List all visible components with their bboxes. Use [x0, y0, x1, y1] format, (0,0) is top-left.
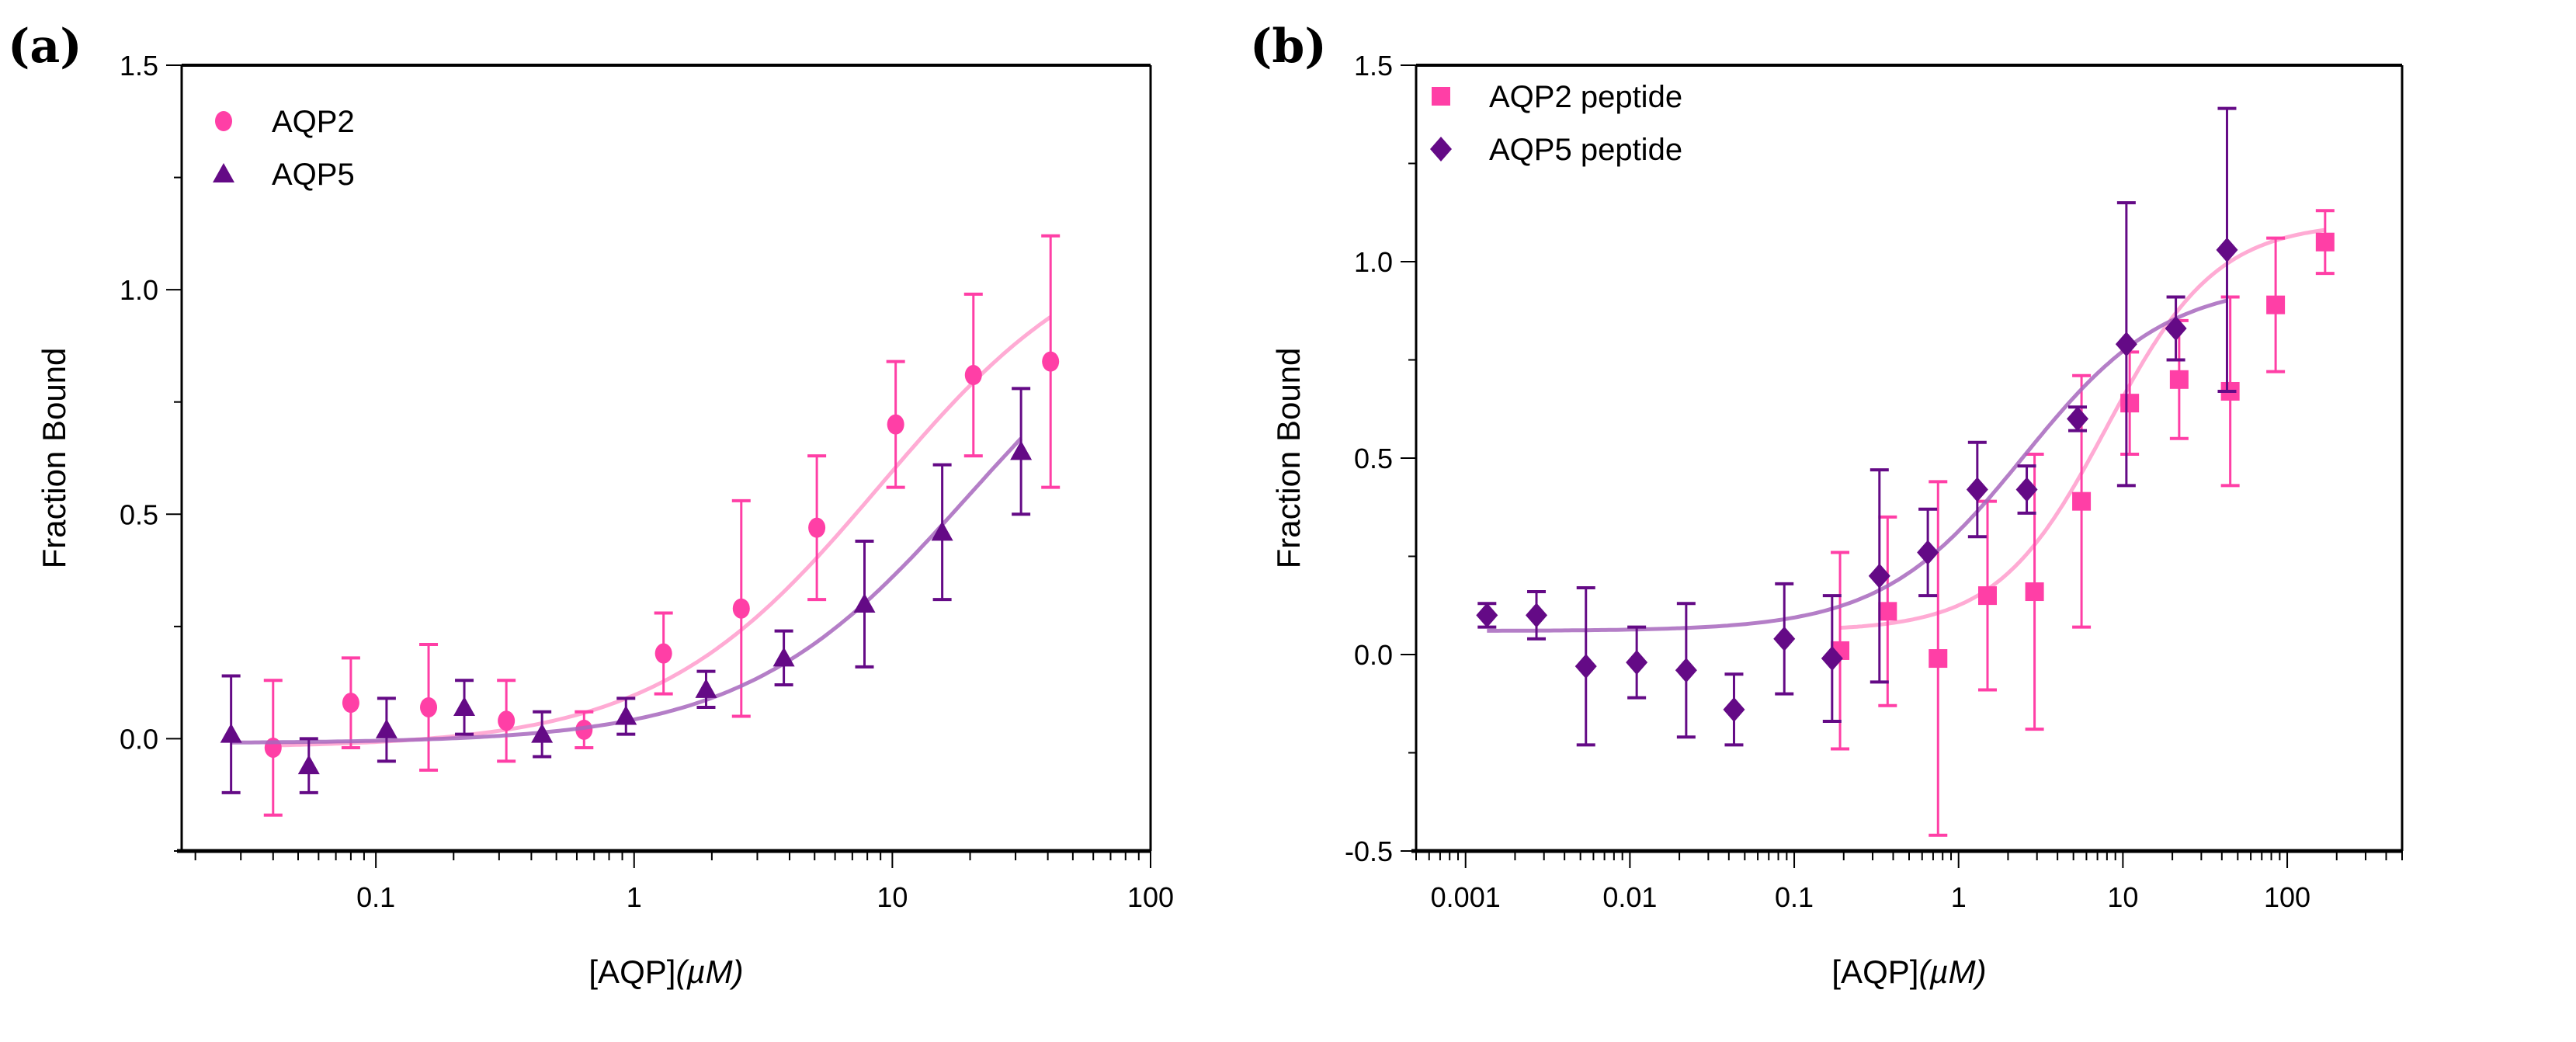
data-point — [2120, 394, 2140, 413]
data-point — [1675, 658, 1697, 683]
y-tick-label: 0.5 — [120, 498, 158, 530]
legend-marker-triangle — [213, 163, 234, 182]
data-point — [2266, 295, 2286, 314]
data-point — [2025, 582, 2044, 602]
data-point — [342, 693, 359, 714]
legend-marker-diamond — [1430, 137, 1452, 162]
data-point — [1476, 603, 1498, 628]
data-point — [1042, 351, 1060, 372]
data-point — [1773, 626, 1796, 651]
data-point — [931, 521, 953, 541]
legend-label: AQP2 — [272, 105, 355, 139]
data-point — [695, 678, 717, 698]
data-point — [1010, 440, 1033, 460]
data-point — [1821, 646, 1843, 672]
data-point — [1626, 650, 1648, 676]
panel-label: (b) — [1250, 19, 1327, 74]
x-axis-title-unit: (µM) — [675, 953, 743, 990]
data-point — [732, 598, 750, 619]
legend-marker-circle — [215, 111, 232, 131]
series-aqp5 — [220, 387, 1033, 794]
x-axis-title-unit: (µM) — [1918, 953, 1986, 990]
legend-label: AQP5 — [272, 158, 355, 192]
data-point — [2315, 232, 2335, 252]
data-point — [2072, 491, 2092, 511]
y-axis-title: Fraction Bound — [1270, 348, 1307, 569]
data-point — [808, 517, 826, 538]
data-point — [2115, 332, 2137, 357]
data-point — [2216, 237, 2238, 262]
legend-label: AQP2 peptide — [1489, 80, 1682, 114]
x-tick-label: 0.01 — [1602, 881, 1657, 913]
panel-label: (a) — [8, 19, 82, 74]
x-tick-label: 0.001 — [1431, 881, 1501, 913]
data-point — [1526, 603, 1548, 628]
x-tick-label: 0.1 — [356, 881, 395, 913]
data-point — [220, 723, 242, 743]
data-point — [420, 696, 438, 717]
data-point — [654, 643, 672, 664]
y-tick-label: 1.5 — [120, 50, 158, 82]
data-point — [964, 365, 982, 386]
data-point — [453, 696, 476, 716]
x-axis-title: [AQP](µM) — [588, 953, 743, 990]
series-aqp2-peptide — [1831, 209, 2335, 837]
legend-marker-square — [1432, 87, 1450, 106]
x-axis-title: [AQP](µM) — [1831, 953, 1986, 990]
x-tick-label: 10 — [2107, 881, 2138, 913]
fit-curve — [1487, 298, 2228, 633]
y-tick-label: -0.5 — [1345, 835, 1393, 867]
data-point — [2067, 406, 2089, 432]
data-point — [2169, 370, 2189, 389]
data-point — [1966, 477, 1988, 502]
panel-b: 0.001 0.01 0.1 1 10 100-0.50.00.51.01.5[AQP](… — [1250, 19, 2404, 990]
y-tick-label: 1.0 — [1354, 246, 1393, 278]
y-tick-label: 0.0 — [120, 723, 158, 755]
x-tick-label: 1 — [627, 881, 642, 913]
data-point — [2165, 316, 2187, 342]
data-point — [1574, 654, 1597, 679]
y-tick-label: 0.5 — [1354, 443, 1393, 474]
data-point — [1878, 602, 1897, 621]
panel-a: 0.1 1 10 100 0.0 0.5 1.0 1.5 [AQP](µM) Fraction B… — [8, 19, 1174, 990]
y-axis-title: Fraction Bound — [36, 348, 72, 569]
data-point — [1868, 563, 1890, 589]
data-point — [1929, 649, 1948, 669]
data-point — [297, 755, 320, 775]
data-point — [2015, 477, 2038, 502]
y-tick-label: 1.5 — [1354, 50, 1393, 82]
x-axis-title-main: [AQP] — [1831, 953, 1918, 990]
data-point — [1917, 540, 1939, 565]
data-point — [531, 723, 554, 743]
data-point — [375, 718, 398, 738]
y-tick-label: 0.0 — [1354, 639, 1393, 671]
data-point — [887, 414, 904, 435]
legend-label: AQP5 peptide — [1489, 133, 1682, 167]
x-tick-label: 10 — [877, 881, 908, 913]
data-point — [772, 647, 795, 667]
data-point — [498, 710, 516, 731]
data-point — [1723, 696, 1745, 722]
y-tick-label: 1.0 — [120, 274, 158, 306]
data-point — [853, 592, 876, 613]
x-tick-label: 0.1 — [1775, 881, 1814, 913]
x-tick-label: 100 — [2264, 881, 2310, 913]
x-axis-title-main: [AQP] — [588, 953, 675, 990]
data-point — [1977, 586, 1997, 606]
x-tick-label: 100 — [1127, 881, 1174, 913]
series-aqp5-peptide — [1476, 106, 2238, 747]
data-point — [615, 705, 637, 725]
x-tick-label: 1 — [1951, 881, 1967, 913]
